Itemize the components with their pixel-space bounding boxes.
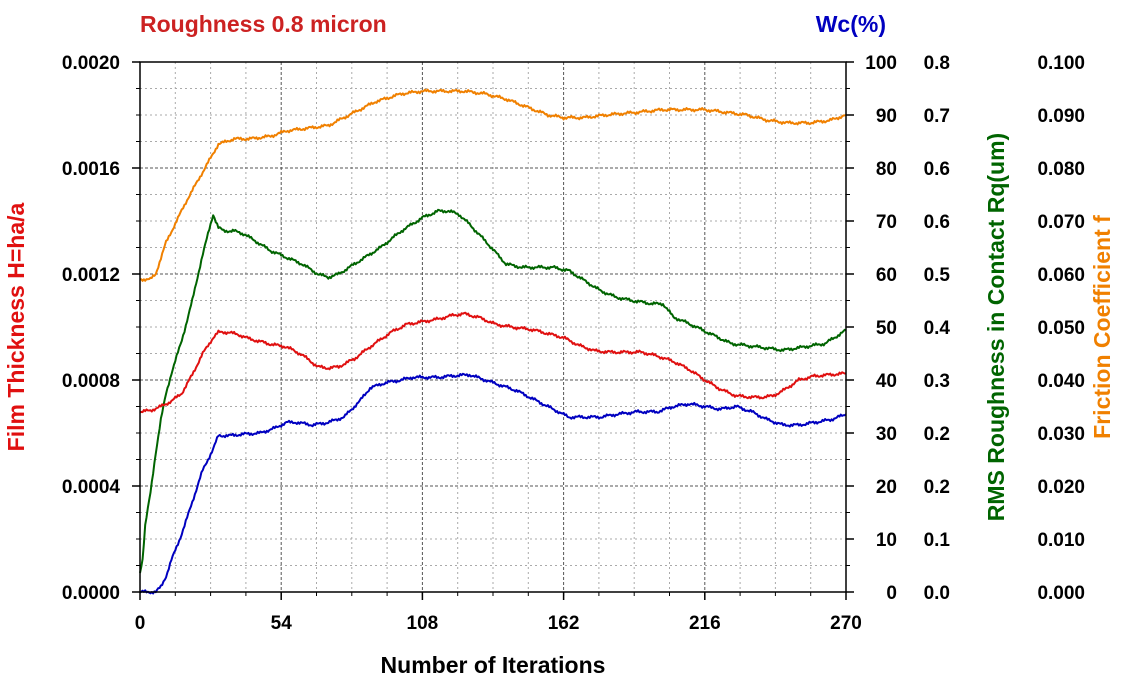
rms-tick-label: 0.6 — [924, 212, 950, 233]
wc-tick-label: 70 — [876, 212, 897, 233]
wc-tick-label: 90 — [876, 106, 897, 127]
friction-tick-label: 0.080 — [1037, 159, 1085, 180]
rms-tick-label: 0.0 — [924, 583, 950, 604]
wc-tick-label: 10 — [876, 530, 897, 551]
friction-tick-label: 0.040 — [1037, 371, 1085, 392]
friction-tick-label: 0.060 — [1037, 265, 1085, 286]
rms-roughness-series-line — [139, 208, 847, 574]
rms-tick-label: 0.6 — [924, 159, 950, 180]
friction-tick-label: 0.090 — [1037, 106, 1085, 127]
wc-tick-label: 50 — [876, 318, 897, 339]
rms-tick-label: 0.4 — [924, 318, 951, 339]
x-tick-label: 162 — [548, 613, 580, 634]
axes-layer: 0 54 108 162 216 2700.00000.00040.00080.00120… — [62, 53, 1085, 634]
wc-tick-label: 0 — [886, 583, 897, 604]
rms-tick-label: 0.2 — [924, 477, 950, 498]
rms-tick-label: 0.2 — [924, 424, 950, 445]
x-tick-label: 270 — [830, 613, 862, 634]
friction-coefficient-axis-title: Friction Coefficient f — [1089, 215, 1115, 439]
x-axis-title: Number of Iterations — [381, 652, 606, 678]
film-thickness-series-line — [139, 311, 847, 414]
rms-tick-label: 0.3 — [924, 371, 950, 392]
wc-percent-label: Wc(%) — [816, 11, 886, 37]
friction-tick-label: 0.020 — [1037, 477, 1085, 498]
rms-tick-label: 0.5 — [924, 265, 951, 286]
wc-tick-label: 40 — [876, 371, 897, 392]
grid — [139, 61, 847, 593]
film-thickness-axis-title: Film Thickness H=ha/a — [3, 202, 29, 451]
friction-series-line — [140, 88, 847, 282]
series-layer — [139, 88, 847, 595]
x-tick-label: 54 — [271, 613, 293, 634]
wc-series-line — [139, 372, 847, 595]
left-tick-label: 0.0000 — [62, 583, 120, 604]
friction-tick-label: 0.100 — [1037, 53, 1085, 74]
wc-tick-label: 100 — [865, 53, 897, 74]
x-tick-label: 216 — [689, 613, 721, 634]
rms-tick-label: 0.1 — [924, 530, 951, 551]
wc-tick-label: 30 — [876, 424, 897, 445]
x-tick-label: 0 — [135, 613, 146, 634]
left-tick-label: 0.0020 — [62, 53, 120, 74]
friction-tick-label: 0.070 — [1037, 212, 1085, 233]
x-tick-label: 108 — [407, 613, 439, 634]
friction-tick-label: 0.030 — [1037, 424, 1085, 445]
left-tick-label: 0.0004 — [62, 477, 121, 498]
wc-tick-label: 80 — [876, 159, 897, 180]
rms-roughness-axis-title: RMS Roughness in Contact Rq(um) — [983, 133, 1009, 521]
wc-tick-label: 60 — [876, 265, 897, 286]
friction-tick-label: 0.000 — [1037, 583, 1085, 604]
rms-tick-label: 0.8 — [924, 53, 950, 74]
friction-tick-label: 0.010 — [1037, 530, 1085, 551]
wc-tick-label: 20 — [876, 477, 897, 498]
chart-title: Roughness 0.8 micron — [140, 11, 387, 37]
left-tick-label: 0.0016 — [62, 159, 120, 180]
left-tick-label: 0.0008 — [62, 371, 120, 392]
friction-tick-label: 0.050 — [1037, 318, 1085, 339]
rms-tick-label: 0.7 — [924, 106, 950, 127]
left-tick-label: 0.0012 — [62, 265, 120, 286]
